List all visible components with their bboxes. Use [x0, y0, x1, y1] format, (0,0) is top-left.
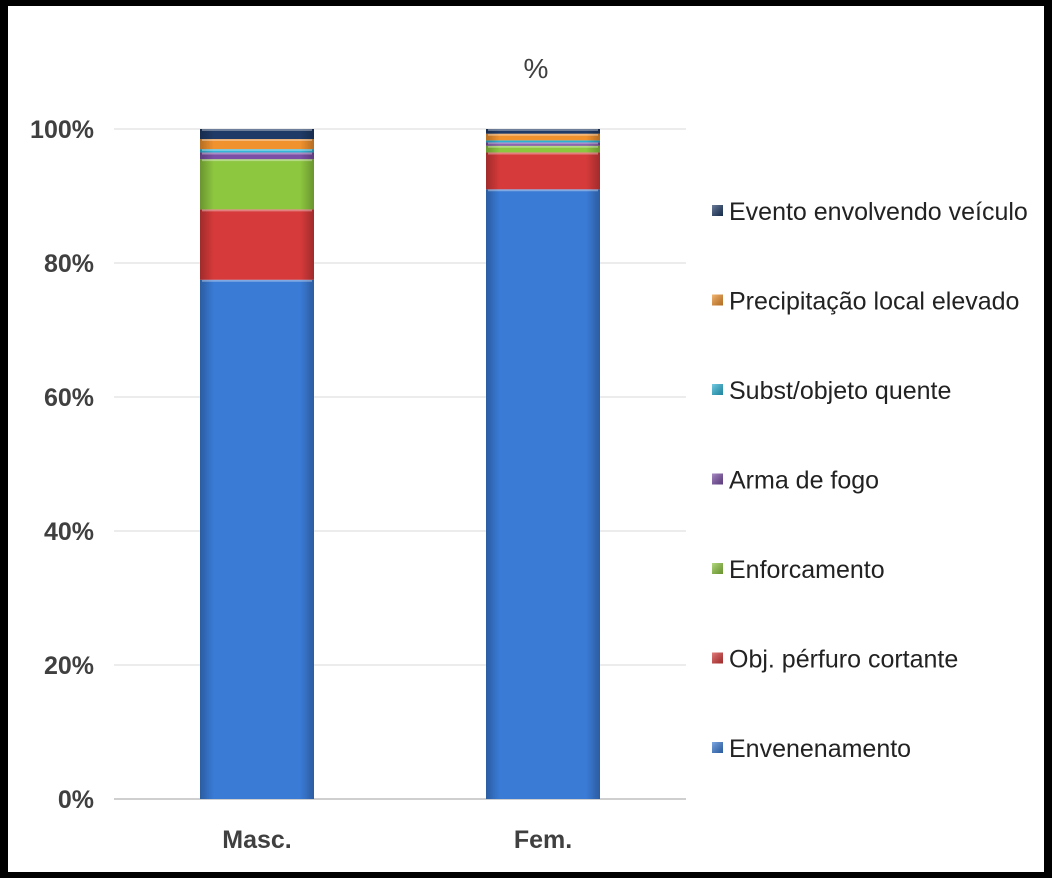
legend-item: Obj. pérfuro cortante: [712, 646, 958, 674]
legend-label: Obj. pérfuro cortante: [729, 646, 958, 674]
y-tick-label: 0%: [58, 786, 94, 814]
legend-label: Precipitação local elevado: [729, 288, 1019, 316]
chart-frame: % 0% 20% 40% 60% 80% 100% Masc. Fem. Evento en…: [8, 6, 1044, 872]
y-axis-ticks: 0% 20% 40% 60% 80% 100%: [30, 116, 94, 814]
legend-swatch-shade: [712, 294, 723, 306]
x-category-label: Fem.: [514, 826, 572, 854]
y-tick-label: 60%: [44, 384, 94, 412]
bar-segment-shade: [200, 149, 314, 153]
y-tick-label: 80%: [44, 250, 94, 278]
bar-segment-shade: [486, 189, 600, 800]
x-axis-labels: Masc. Fem.: [222, 826, 572, 854]
gridlines: [114, 128, 686, 800]
legend-item: Arma de fogo: [712, 467, 879, 495]
legend-item: Envenenamento: [712, 735, 911, 763]
legend-item: Precipitação local elevado: [712, 288, 1019, 316]
bar-segment-shade: [486, 129, 600, 134]
y-tick-label: 100%: [30, 116, 94, 144]
legend-label: Arma de fogo: [729, 467, 879, 495]
legend-swatch-shade: [712, 205, 723, 216]
bars: [200, 129, 600, 800]
bar-segment-shade: [200, 279, 314, 799]
legend-item: Subst/objeto quente: [712, 377, 951, 405]
chart-title: %: [524, 53, 549, 84]
legend-label: Envenenamento: [729, 735, 911, 763]
bar-segment-shade: [200, 139, 314, 150]
bar-segment-shade: [200, 129, 314, 140]
bar-segment-shade: [200, 159, 314, 210]
x-category-label: Masc.: [222, 826, 291, 854]
y-tick-label: 20%: [44, 652, 94, 680]
legend-label: Evento envolvendo veículo: [729, 198, 1028, 226]
legend-swatch-shade: [712, 652, 723, 664]
legend-swatch-shade: [712, 563, 723, 574]
bar-segment-shade: [200, 209, 314, 280]
legend-label: Subst/objeto quente: [729, 377, 951, 405]
legend: Evento envolvendo veículo Precipitação lo…: [712, 198, 1028, 763]
bar-segment-shade: [486, 145, 600, 153]
stacked-bar-chart: % 0% 20% 40% 60% 80% 100% Masc. Fem. Evento en…: [30, 53, 1028, 854]
legend-swatch-shade: [712, 473, 723, 485]
bar-segment-shade: [486, 133, 600, 141]
legend-swatch-shade: [712, 742, 723, 753]
legend-item: Evento envolvendo veículo: [712, 198, 1028, 226]
bar-segment-shade: [486, 142, 600, 146]
y-tick-label: 40%: [44, 518, 94, 546]
legend-swatch-shade: [712, 384, 723, 395]
bar-segment-shade: [486, 140, 600, 143]
bar-segment-shade: [200, 152, 314, 160]
legend-item: Enforcamento: [712, 556, 885, 584]
bar-segment-shade: [486, 152, 600, 190]
legend-label: Enforcamento: [729, 556, 885, 584]
